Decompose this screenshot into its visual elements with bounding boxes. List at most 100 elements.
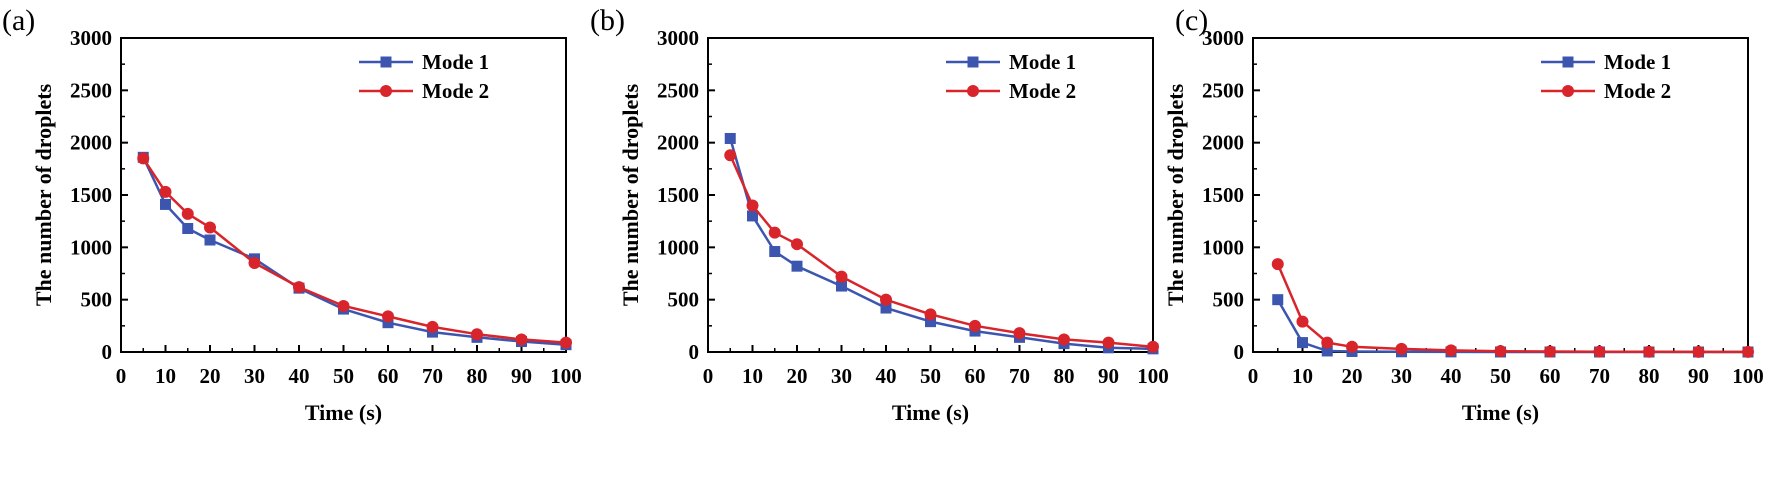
series-line-mode-1 [142, 156, 567, 346]
data-point-mode-1 [382, 317, 394, 329]
series-line-mode-2 [729, 154, 1154, 349]
x-axis-label: Time (s) [1462, 400, 1539, 425]
y-axis-label: The number of droplets [1163, 83, 1188, 306]
y-tick-label: 0 [1234, 340, 1245, 364]
data-point-mode-1 [204, 234, 216, 246]
legend-label-mode-1: Mode 1 [422, 50, 489, 74]
series-line-mode-2 [142, 157, 567, 344]
series-line-mode-2 [1276, 263, 1748, 354]
x-tick-label: 10 [1292, 364, 1313, 388]
x-tick-label: 90 [1098, 364, 1119, 388]
panel-label-b: (b) [590, 4, 625, 37]
x-tick-label: 70 [1589, 364, 1610, 388]
y-tick-label: 1000 [70, 235, 112, 259]
data-point-mode-2 [724, 149, 737, 162]
data-point-mode-1 [747, 210, 758, 222]
data-point-mode-2 [924, 308, 937, 321]
x-tick-label: 80 [1054, 364, 1075, 388]
y-tick-label: 1000 [1202, 235, 1244, 259]
legend-label-mode-1: Mode 1 [1009, 50, 1076, 74]
x-tick-label: 30 [1391, 364, 1412, 388]
y-tick-label: 2000 [657, 131, 699, 155]
legend-marker-mode-2 [967, 85, 979, 97]
data-point-mode-1 [880, 302, 892, 314]
x-tick-label: 20 [1342, 364, 1363, 388]
data-point-mode-2 [181, 207, 194, 220]
x-tick-label: 60 [378, 364, 399, 388]
y-tick-label: 1500 [70, 183, 112, 207]
x-tick-label: 50 [1490, 364, 1511, 388]
data-point-mode-2 [560, 336, 572, 349]
x-tick-label: 30 [831, 364, 852, 388]
legend-label-mode-2: Mode 2 [1604, 79, 1671, 103]
data-point-mode-2 [1102, 336, 1115, 349]
data-point-mode-2 [1346, 340, 1358, 353]
x-tick-label: 20 [200, 364, 221, 388]
y-tick-label: 3000 [657, 26, 699, 50]
y-axis-label: The number of droplets [618, 83, 643, 306]
y-tick-label: 1500 [657, 183, 699, 207]
data-point-mode-1 [160, 198, 171, 210]
legend-label-mode-2: Mode 2 [422, 79, 489, 103]
y-tick-label: 500 [668, 288, 700, 312]
data-point-mode-1 [182, 222, 194, 234]
data-point-mode-2 [1296, 315, 1309, 328]
plot-frame-b [707, 37, 1154, 353]
data-point-mode-2 [204, 221, 216, 234]
data-point-mode-2 [1147, 340, 1159, 353]
data-point-mode-2 [382, 310, 394, 323]
data-point-mode-1 [1321, 345, 1333, 357]
y-tick-label: 500 [81, 288, 113, 312]
data-point-mode-1 [836, 280, 847, 292]
legend-label-mode-2: Mode 2 [1009, 79, 1076, 103]
plot-frame-c [1252, 37, 1749, 353]
x-tick-label: 10 [155, 364, 176, 388]
chart-panel-c: (c)0 10 20 30 40 50 60 70 80 90 100050010001500200… [1163, 4, 1764, 425]
x-tick-label: 60 [1540, 364, 1561, 388]
data-point-mode-2 [515, 333, 528, 346]
data-point-mode-2 [1643, 345, 1655, 358]
data-point-mode-2 [791, 238, 803, 251]
x-tick-label: 30 [244, 364, 265, 388]
x-axis-label: Time (s) [305, 400, 382, 425]
data-point-mode-2 [768, 226, 781, 239]
data-point-mode-2 [1321, 336, 1334, 349]
panel-label-c: (c) [1175, 4, 1208, 37]
x-tick-label: 90 [511, 364, 532, 388]
x-tick-label: 80 [1639, 364, 1660, 388]
y-tick-label: 0 [102, 340, 113, 364]
x-tick-label: 50 [920, 364, 941, 388]
data-point-mode-2 [1494, 345, 1507, 358]
data-point-mode-2 [337, 299, 350, 312]
x-tick-label: 100 [1732, 364, 1764, 388]
data-point-mode-2 [1058, 333, 1070, 346]
x-tick-label: 40 [289, 364, 310, 388]
data-point-mode-1 [925, 316, 936, 328]
y-tick-label: 2500 [657, 78, 699, 102]
x-tick-label: 40 [876, 364, 897, 388]
x-tick-label: 0 [703, 364, 714, 388]
data-point-mode-2 [471, 328, 483, 341]
y-axis-label: The number of droplets [31, 83, 56, 306]
legend-marker-mode-2 [380, 85, 392, 97]
data-point-mode-2 [1013, 327, 1026, 340]
data-point-mode-2 [426, 320, 439, 333]
y-tick-label: 3000 [1202, 26, 1244, 50]
x-tick-label: 70 [422, 364, 443, 388]
data-point-mode-2 [1692, 345, 1705, 358]
data-point-mode-2 [1593, 345, 1606, 358]
data-point-mode-2 [159, 185, 172, 198]
x-tick-label: 100 [550, 364, 582, 388]
data-point-mode-2 [293, 281, 305, 294]
x-tick-label: 90 [1688, 364, 1709, 388]
data-point-mode-1 [1272, 294, 1284, 306]
legend-marker-mode-1 [967, 56, 979, 68]
data-point-mode-1 [769, 246, 781, 258]
data-point-mode-2 [880, 293, 892, 306]
y-tick-label: 2000 [70, 131, 112, 155]
y-tick-label: 500 [1213, 288, 1245, 312]
y-tick-label: 2500 [70, 78, 112, 102]
y-tick-label: 2000 [1202, 131, 1244, 155]
data-point-mode-1 [724, 132, 736, 144]
y-tick-label: 2500 [1202, 78, 1244, 102]
